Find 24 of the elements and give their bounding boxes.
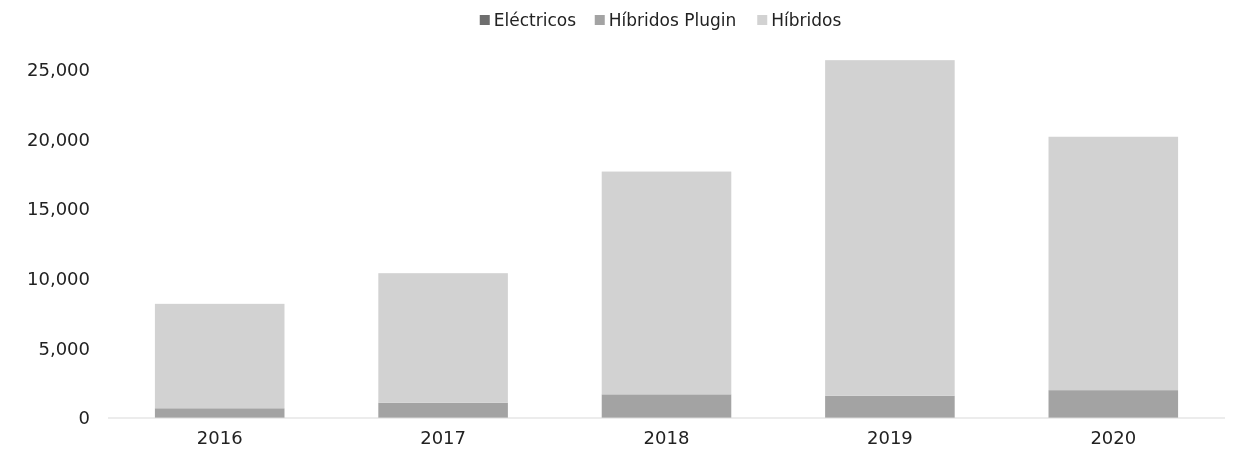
bar bbox=[825, 60, 955, 396]
x-tick-label: 2018 bbox=[643, 427, 690, 448]
legend-label: Híbridos bbox=[771, 10, 842, 30]
bar bbox=[378, 402, 508, 418]
legend-label: Híbridos Plugin bbox=[608, 10, 737, 30]
bar bbox=[154, 408, 285, 418]
x-tick-label: 2017 bbox=[420, 427, 467, 448]
bar bbox=[601, 394, 732, 418]
bar bbox=[378, 273, 508, 403]
y-tick-label: 25,000 bbox=[27, 59, 90, 81]
x-tick-label: 2016 bbox=[196, 427, 243, 448]
y-tick-label: 0 bbox=[78, 407, 90, 429]
bar bbox=[825, 395, 955, 418]
y-tick-label: 15,000 bbox=[27, 198, 90, 220]
y-tick-label: 20,000 bbox=[27, 128, 90, 150]
y-tick-label: 10,000 bbox=[27, 268, 90, 290]
legend-label: Eléctricos bbox=[493, 10, 577, 30]
x-tick-label: 2020 bbox=[1090, 427, 1137, 448]
bar bbox=[1048, 390, 1179, 418]
y-tick-label: 5,000 bbox=[38, 337, 90, 359]
bar bbox=[154, 303, 285, 409]
bar bbox=[1048, 136, 1179, 391]
bar bbox=[601, 171, 732, 395]
x-tick-label: 2019 bbox=[866, 427, 913, 448]
